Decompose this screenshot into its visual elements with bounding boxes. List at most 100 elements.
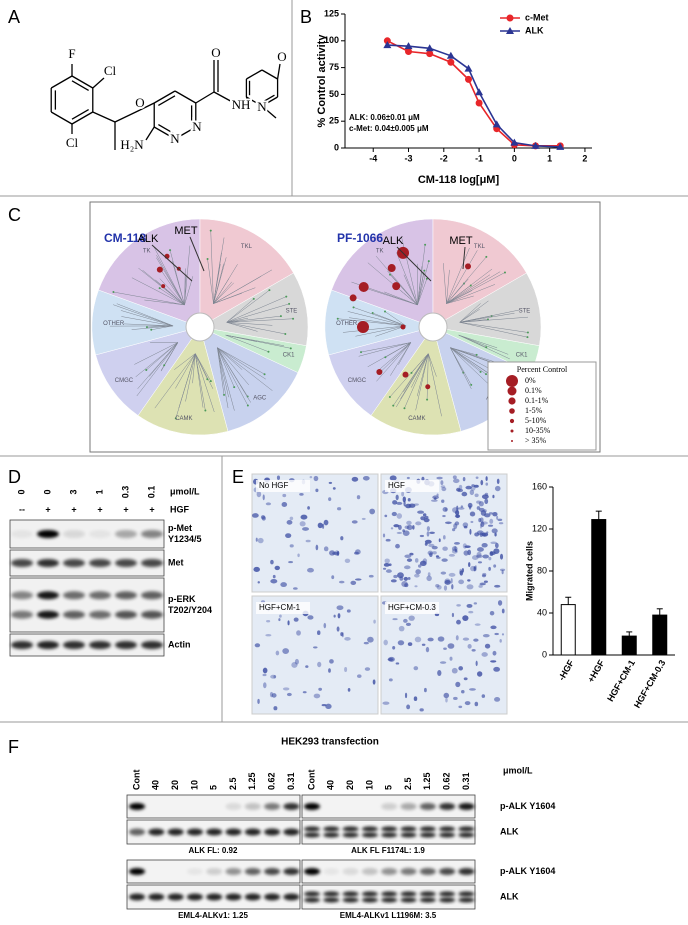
cell <box>463 550 469 556</box>
x-tick-label: -3 <box>405 153 413 163</box>
tree-dot <box>150 328 153 331</box>
tree-branch <box>399 289 418 306</box>
band <box>89 641 111 649</box>
cell <box>474 623 481 626</box>
band <box>439 803 456 810</box>
band <box>458 803 475 810</box>
tree-dot <box>371 312 374 315</box>
cell <box>426 575 432 582</box>
data-point <box>425 44 434 52</box>
cell <box>328 481 333 484</box>
band <box>323 897 340 903</box>
tree-branch <box>411 353 429 388</box>
band <box>283 803 300 810</box>
tree-branch <box>360 342 411 353</box>
tree-branch <box>213 252 222 304</box>
cell <box>427 550 434 556</box>
row-label: p-ALK Y1604 <box>500 801 555 811</box>
cell <box>455 514 460 519</box>
tree-branch <box>113 291 185 306</box>
cell <box>473 566 476 572</box>
cell <box>412 525 415 530</box>
cell <box>482 554 489 559</box>
cell <box>328 668 331 673</box>
band <box>419 868 436 875</box>
cell <box>470 520 474 523</box>
cell <box>315 544 319 551</box>
cell <box>499 553 504 560</box>
cell <box>396 531 403 534</box>
cell <box>293 587 298 590</box>
band <box>304 868 320 875</box>
tree-dot <box>285 295 288 298</box>
band <box>244 803 261 810</box>
tree-branch <box>217 347 251 403</box>
family-sector <box>91 289 201 356</box>
tree-branch <box>213 263 224 304</box>
target-label: ALK <box>138 233 159 245</box>
cell <box>263 682 267 689</box>
bond <box>139 102 155 111</box>
cell <box>289 544 294 548</box>
tree-branch <box>417 278 428 305</box>
cell <box>254 643 261 648</box>
cell <box>481 574 487 578</box>
tree-branch <box>213 292 243 304</box>
cell <box>401 581 408 587</box>
cell <box>293 617 299 622</box>
cell <box>350 580 357 585</box>
family-label: TKL <box>241 244 253 250</box>
band <box>11 530 33 538</box>
bond <box>50 75 73 89</box>
band <box>264 893 281 901</box>
atom-label: N <box>170 131 180 146</box>
tree-dot <box>223 393 226 396</box>
cell <box>490 541 497 545</box>
tree-branch <box>217 347 266 380</box>
tree-branch <box>116 303 174 327</box>
image-label: No HGF <box>259 481 288 490</box>
cell <box>462 615 469 621</box>
band <box>115 591 137 600</box>
tree-dot <box>389 273 392 276</box>
tree-branch <box>159 287 185 306</box>
cell <box>485 482 489 486</box>
tree-branch <box>213 282 234 304</box>
band <box>419 891 436 897</box>
cell <box>481 542 488 548</box>
bond <box>245 96 249 103</box>
cell <box>455 510 460 516</box>
tree-dot <box>163 364 166 367</box>
tree-branch <box>226 317 248 323</box>
cell <box>390 527 394 530</box>
cell <box>475 554 483 559</box>
legend-marker <box>506 27 514 34</box>
tree-dot <box>470 383 473 386</box>
band <box>141 591 163 600</box>
cell <box>270 578 278 584</box>
tree-dot <box>169 249 172 252</box>
tree-dot <box>112 291 115 294</box>
cell <box>475 476 479 479</box>
y-tick-label: 0 <box>334 142 339 152</box>
cell <box>382 701 390 705</box>
tree-branch <box>217 347 265 375</box>
cell <box>489 518 494 524</box>
cell <box>473 484 479 488</box>
image-label-bg <box>256 480 310 492</box>
band <box>63 530 85 538</box>
cell <box>462 476 466 482</box>
bond <box>261 94 275 103</box>
cell <box>472 555 479 561</box>
cell <box>474 701 479 707</box>
row-label: Met <box>168 557 184 567</box>
tree-dot <box>209 229 212 232</box>
bond <box>158 124 176 135</box>
cell <box>463 525 468 529</box>
tree-branch <box>172 261 185 305</box>
cell <box>337 613 341 619</box>
tree-branch <box>195 353 215 413</box>
tree-branch <box>337 318 407 327</box>
lane-label: 20 <box>170 780 180 790</box>
x-tick-label: 2 <box>582 153 587 163</box>
